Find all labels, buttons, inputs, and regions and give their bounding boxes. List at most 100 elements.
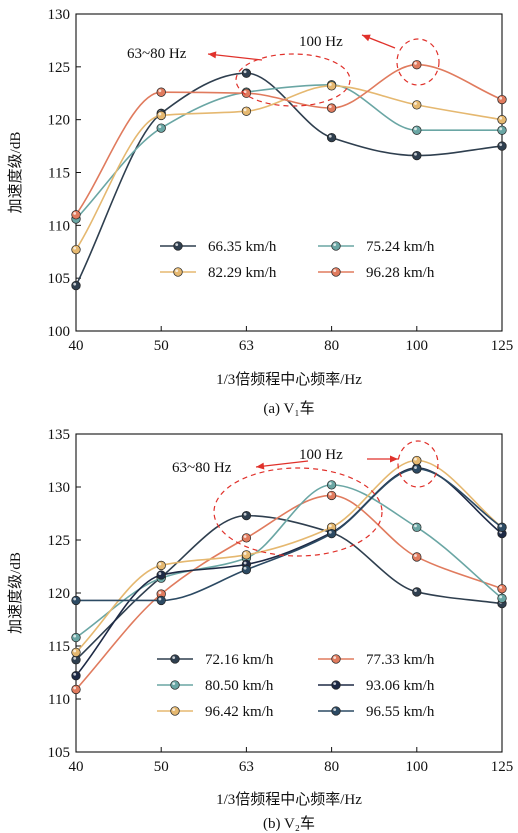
chart-a-legend-marker-1-disc: [331, 241, 341, 251]
chart-a-ytick-label-3: 115: [48, 166, 70, 182]
chart-b-series-2-point-5-highlight: [499, 595, 503, 599]
chart-a-series-0-point-5: [497, 141, 507, 151]
chart-b-series-3-point-1-highlight: [158, 572, 162, 575]
chart-a-series-1-point-5-highlight: [499, 127, 503, 131]
chart-b-series-2-point-5: [497, 593, 507, 603]
chart-a-legend-marker-3-disc: [331, 267, 341, 277]
chart-a-xlabel: 1/3倍频程中心频率/Hz: [216, 371, 362, 388]
chart-b-legend-marker-3-disc: [331, 680, 341, 690]
chart-b-legend-marker-3-highlight: [333, 682, 337, 685]
chart-b-ytick-label-6: 135: [48, 427, 71, 443]
chart-b-series-line-4: [76, 459, 502, 653]
chart-a-legend-label-2: 82.29 km/h: [208, 265, 277, 281]
chart-b-series-4-point-4-highlight: [414, 457, 417, 461]
chart-b-legend-marker-5: [331, 706, 341, 716]
chart-a-annotation-label-0: 63~80 Hz: [127, 46, 187, 62]
chart-b-caption: (b) V₂车: [263, 815, 315, 832]
chart-b-series-4-point-2: [241, 550, 252, 560]
chart-b-series-2-point-5-disc: [497, 593, 507, 603]
chart-a-series-0-point-4-highlight: [414, 152, 417, 156]
chart-a-series-2-point-1-highlight: [158, 112, 162, 116]
chart-b-series-0-point-4-disc: [412, 587, 422, 597]
chart-a-series-2-point-2-highlight: [243, 108, 247, 112]
chart-b-series-5-point-2-highlight: [243, 566, 247, 570]
chart-a-series-2-point-3: [326, 81, 337, 91]
chart-a-series-1-point-1: [156, 123, 166, 133]
chart-b-legend-marker-1-disc: [331, 654, 341, 664]
chart-b-series-5-point-5-disc: [497, 522, 507, 532]
chart-a-legend-marker-0-highlight: [175, 243, 179, 247]
chart-b-xtick-label-4: 100: [406, 759, 429, 775]
chart-a-series-0-point-0-highlight: [73, 282, 77, 286]
chart-b-legend-label-5: 96.55 km/h: [366, 704, 435, 720]
chart-b-series-5-point-0-disc: [71, 595, 81, 606]
chart-b-series-4-point-0: [71, 647, 81, 658]
chart-b-legend-marker-1: [331, 654, 341, 664]
chart-b-series-2-point-3-highlight: [328, 482, 332, 485]
chart-a-series-2-point-4: [412, 100, 422, 110]
chart-a-series-3-point-3-highlight: [328, 105, 332, 109]
chart-b-series-1-point-1-highlight: [158, 591, 162, 595]
chart-a-legend-label-0: 66.35 km/h: [208, 239, 277, 255]
chart-a-series-3-point-2-highlight: [243, 90, 247, 94]
chart-b-legend-marker-4: [170, 706, 180, 716]
chart-a-series-2-point-5: [497, 115, 507, 125]
chart-b-annotation-label-0: 63~80 Hz: [172, 460, 232, 476]
chart-a-series-3-point-3-disc: [326, 103, 337, 113]
chart-b-series-2-point-3: [326, 480, 337, 490]
chart-b-xtick-label-0: 40: [69, 759, 84, 775]
chart-b-series-1-point-3: [326, 490, 337, 501]
chart-b-series-5-point-3: [326, 528, 337, 539]
chart-b-legend-marker-2-highlight: [172, 682, 176, 685]
chart-b-series-5-point-4-highlight: [414, 466, 417, 469]
chart-b-series-3-point-2-highlight: [243, 561, 247, 565]
chart-a-series-3-point-0-disc: [71, 210, 81, 220]
chart-b-series-5-point-1-disc: [156, 595, 166, 606]
chart-a-annotation-ellipse-0: [235, 53, 351, 107]
chart-b-legend-marker-4-highlight: [172, 708, 176, 711]
chart-b-series-line-2: [76, 484, 502, 639]
chart-b-annotation-arrow-line-0: [255, 460, 309, 468]
chart-b-series-5-point-3-disc: [326, 528, 337, 539]
chart-b-ylabel: 加速度级/dB: [7, 552, 24, 634]
chart-a-series-1-point-4-disc: [412, 125, 422, 135]
chart-b-legend-label-3: 93.06 km/h: [366, 678, 435, 694]
chart-a-series-3-point-4-highlight: [414, 61, 417, 65]
chart-b-series-5-point-1-highlight: [158, 597, 162, 601]
chart-b-series-5-point-5-highlight: [499, 524, 503, 528]
chart-b-series-3-point-0-disc: [71, 671, 81, 681]
chart-b-series-5-point-0: [71, 595, 81, 606]
chart-b-annotation-arrow-head-0: [256, 462, 265, 470]
chart-b-series-4-point-2-disc: [241, 550, 252, 560]
chart-a-xtick-label-5: 125: [491, 338, 514, 354]
chart-a-legend-marker-1-highlight: [333, 243, 337, 247]
chart-a-legend-label-1: 75.24 km/h: [366, 239, 435, 255]
chart-b-series-5-point-1: [156, 595, 166, 606]
chart-a-series-0-point-2-highlight: [243, 70, 247, 74]
chart-b-series-1-point-4-highlight: [414, 554, 417, 557]
chart-a-annotation-arrow-head-1: [362, 34, 371, 42]
chart-a-series-2-point-4-disc: [412, 100, 422, 110]
chart-b-series-0-point-0-highlight: [73, 656, 77, 660]
chart-a-series-0-point-5-highlight: [499, 143, 503, 147]
chart-b-series-1-point-4: [412, 552, 422, 562]
chart-a-series-1-point-1-highlight: [158, 125, 162, 129]
chart-b-series-4-point-4: [412, 455, 422, 466]
chart-b-series-0-point-2-highlight: [243, 512, 247, 516]
chart-b-series-1-point-5: [497, 584, 507, 594]
chart-b-annotation-ellipse-0: [213, 467, 383, 557]
chart-a-annotation-arrow-head-0: [208, 51, 217, 59]
chart-b-series-1-point-4-disc: [412, 552, 422, 562]
chart-a-series-2-point-4-highlight: [414, 102, 417, 105]
chart-b-series-4-point-0-disc: [71, 647, 81, 658]
chart-a-series-2-point-1: [156, 110, 166, 121]
chart-a-series-3-point-5: [497, 94, 507, 105]
chart-b-series-4-point-3-highlight: [328, 524, 332, 528]
chart-b-series-1-point-2: [241, 533, 252, 543]
chart-a-series-3-point-4-disc: [412, 60, 422, 70]
chart-b-series-0-point-2-disc: [241, 510, 252, 521]
chart-b-series-2-point-4-disc: [412, 522, 422, 532]
chart-b-legend-label-4: 96.42 km/h: [205, 704, 274, 720]
chart-b-xtick-label-1: 50: [154, 759, 169, 775]
